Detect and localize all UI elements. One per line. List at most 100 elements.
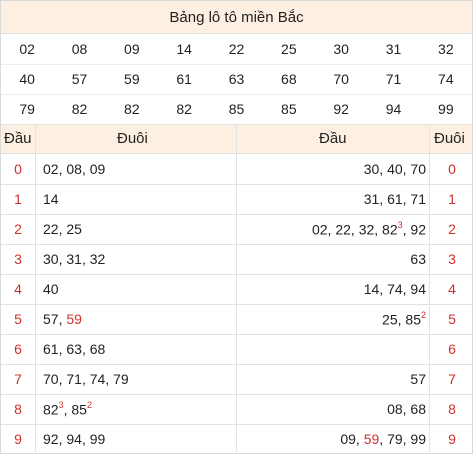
loto-number: 57: [43, 311, 59, 327]
number-cell: 71: [385, 71, 402, 87]
left-duoi-header: Đuôi: [117, 130, 148, 147]
right-duoi-cell: 1: [448, 191, 456, 207]
loto-number: 22: [43, 221, 59, 237]
row-divider: [1, 214, 472, 215]
number-cell: 25: [281, 41, 297, 57]
left-duoi-cell: 30, 31, 32: [43, 251, 106, 267]
right-dau-cell: 02, 22, 32, 823, 92: [311, 220, 426, 238]
right-duoi-cell: 9: [448, 431, 456, 447]
right-dau-cell: 31, 61, 71: [363, 191, 426, 207]
loto-number: 61: [43, 341, 59, 357]
right-dau-cell: 14, 74, 94: [363, 281, 426, 297]
left-dau-cell: 3: [14, 251, 22, 267]
loto-number: 79: [387, 431, 403, 447]
loto-number: 68: [410, 401, 426, 417]
left-duoi-cell: 57, 59: [43, 311, 82, 327]
loto-number: 99: [410, 431, 426, 447]
left-duoi-cell: 22, 25: [43, 221, 82, 237]
loto-number: 74: [89, 371, 106, 387]
table-title: Bảng lô tô miền Bắc: [1, 1, 472, 34]
loto-number: 59: [363, 431, 380, 447]
loto-number: 32: [89, 251, 106, 267]
loto-number: 61: [387, 191, 403, 207]
loto-number: 82: [382, 221, 398, 238]
loto-number: 09: [89, 161, 106, 177]
row-divider: [1, 364, 472, 365]
loto-number: 59: [66, 311, 82, 327]
loto-number: 30: [363, 161, 380, 177]
column-divider: [429, 124, 430, 454]
loto-number: 71: [66, 371, 82, 387]
number-cell: 85: [228, 101, 245, 117]
right-dau-cell: 30, 40, 70: [363, 161, 426, 177]
loto-number: 63: [410, 251, 426, 267]
loto-number: 68: [89, 341, 106, 357]
number-cell: 09: [124, 41, 140, 57]
loto-number: 85: [405, 311, 421, 328]
loto-number: 94: [66, 431, 82, 447]
number-cell: 02: [19, 41, 35, 57]
loto-number: 70: [410, 161, 426, 177]
number-cell: 31: [385, 41, 402, 57]
left-duoi-cell: 70, 71, 74, 79: [43, 371, 129, 387]
grid-divider: [1, 64, 472, 65]
loto-number: 09: [340, 431, 356, 447]
loto-number: 40: [43, 281, 59, 297]
loto-number: 92: [43, 431, 59, 447]
loto-number: 85: [71, 401, 87, 418]
left-dau-cell: 6: [14, 341, 22, 357]
loto-number: 70: [43, 371, 59, 387]
number-cell: 68: [281, 71, 297, 87]
row-divider: [1, 334, 472, 335]
left-dau-cell: 5: [14, 311, 22, 327]
left-dau-cell: 1: [14, 191, 22, 207]
number-cell: 59: [124, 71, 140, 87]
column-divider: [236, 124, 237, 454]
number-cell: 79: [19, 101, 35, 117]
right-dau-cell: 57: [236, 371, 426, 387]
loto-number: 94: [410, 281, 426, 297]
number-cell: 30: [333, 41, 349, 57]
loto-number: 82: [43, 401, 59, 418]
loto-number: 25: [66, 221, 82, 237]
number-cell: 70: [333, 71, 349, 87]
loto-number: 63: [66, 341, 82, 357]
left-duoi-cell: 14: [43, 191, 59, 207]
right-dau-cell: 09, 59, 79, 99: [340, 431, 426, 447]
row-divider: [1, 424, 472, 425]
left-dau-cell: 7: [14, 371, 22, 387]
number-cell: 82: [124, 101, 140, 117]
number-cell: 08: [71, 41, 88, 57]
loto-number: 92: [410, 221, 426, 238]
right-duoi-header: Đuôi: [434, 130, 465, 147]
number-cell: 82: [71, 101, 88, 117]
left-duoi-cell: 61, 63, 68: [43, 341, 106, 357]
row-divider: [1, 274, 472, 275]
repeat-count: 3: [397, 220, 403, 230]
number-cell: 99: [438, 101, 454, 117]
repeat-count: 3: [58, 400, 64, 410]
number-cell: 74: [438, 71, 454, 87]
loto-number: 99: [89, 431, 106, 447]
right-duoi-cell: 4: [448, 281, 456, 297]
left-duoi-cell: 02, 08, 09: [43, 161, 106, 177]
right-dau-cell: 08, 68: [387, 401, 426, 417]
loto-number: 32: [358, 221, 375, 238]
left-duoi-cell: 92, 94, 99: [43, 431, 106, 447]
right-duoi-cell: 0: [448, 161, 456, 177]
number-cell: 82: [176, 101, 192, 117]
number-grid: 02 08 09 14 22 25 30 31 32 40 57 59 61 63 68 70 71 74 79 82…: [1, 34, 472, 124]
loto-number: 02: [311, 221, 328, 238]
number-cell: 14: [176, 41, 192, 57]
loto-number: 08: [387, 401, 403, 417]
loto-number: 02: [43, 161, 59, 177]
number-cell: 63: [228, 71, 245, 87]
loto-number: 31: [363, 191, 380, 207]
left-dau-header: Đầu: [4, 130, 32, 147]
loto-number: 25: [382, 311, 398, 328]
number-cell: 61: [176, 71, 192, 87]
left-dau-cell: 2: [14, 221, 22, 237]
loto-number: 40: [387, 161, 403, 177]
number-cell: 32: [438, 41, 454, 57]
